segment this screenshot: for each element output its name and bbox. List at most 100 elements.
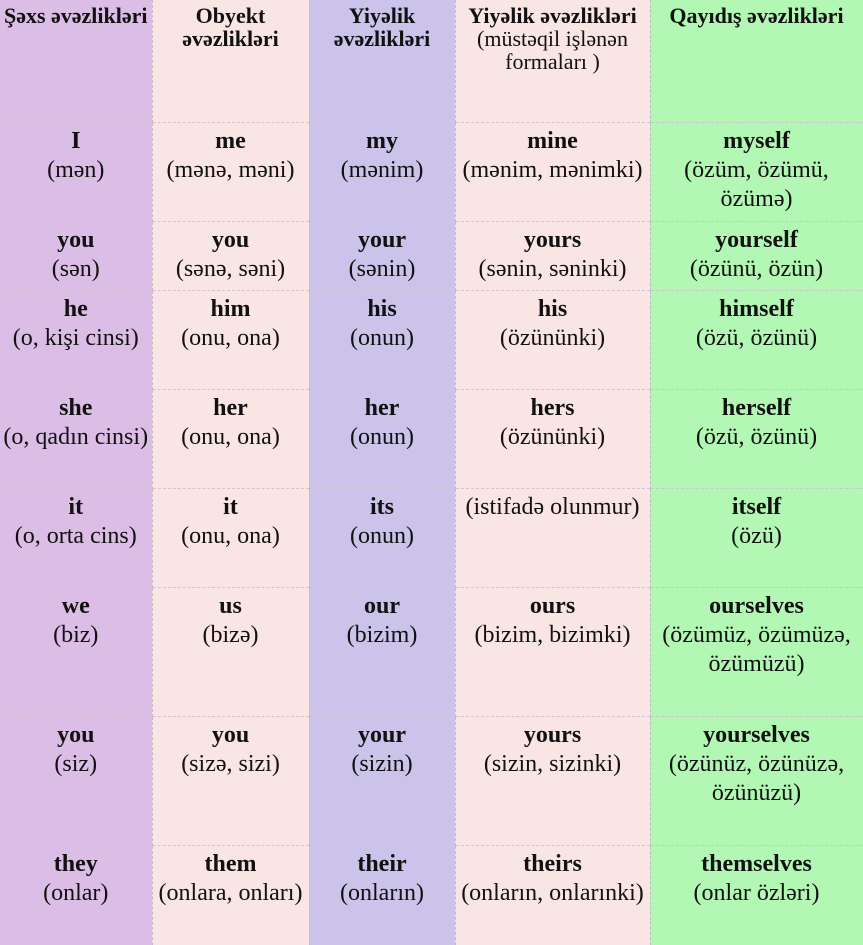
pronoun-word: it [68, 493, 84, 520]
table-row: we (biz) us (bizə) our (bizim) ours (bizim, … [0, 586, 863, 716]
table-cell: her (onu, ona) [152, 388, 310, 488]
header-object: Obyekt əvəzlikləri [152, 0, 310, 122]
table-row: they (onlar) them (onlara, onları) their (o… [0, 844, 863, 945]
table-cell: them (onlara, onları) [152, 844, 310, 945]
pronoun-word: her [213, 394, 248, 421]
pronoun-word: themselves [701, 850, 812, 877]
pronoun-translation: (onu, ona) [181, 324, 280, 351]
table-cell: mine (mənim, mənimki) [455, 121, 651, 221]
pronoun-word: ourselves [709, 592, 804, 619]
table-cell: our (bizim) [309, 586, 456, 716]
pronoun-word: their [357, 850, 407, 877]
table-row: it (o, orta cins) it (onu, ona) its (onun) … [0, 487, 863, 587]
pronoun-translation: (istifadə olunmur) [465, 493, 640, 520]
pronoun-word: ours [529, 592, 576, 619]
table-cell: me (mənə, məni) [152, 121, 310, 221]
pronoun-translation: (onu, ona) [181, 423, 280, 450]
table-cell: theirs (onların, onlarınki) [455, 844, 651, 945]
pronoun-word: me [215, 127, 246, 154]
table-cell: her (onun) [309, 388, 456, 488]
pronoun-translation: (özü, özünü) [695, 423, 818, 450]
table-cell: you (sənə, səni) [152, 220, 310, 290]
table-cell: it (onu, ona) [152, 487, 310, 587]
pronoun-word: it [223, 493, 238, 520]
table-cell: you (sizə, sizi) [152, 715, 310, 845]
pronoun-word: they [53, 850, 98, 877]
pronoun-translation: (özü, özünü) [695, 324, 818, 351]
table-row: I (mən) me (mənə, məni) my (mənim) mine (mən… [0, 121, 863, 221]
table-cell: its (onun) [309, 487, 456, 587]
table-cell: she (o, qadın cinsi) [0, 388, 153, 488]
pronoun-word: you [211, 226, 250, 253]
pronoun-translation: (mənim) [340, 156, 424, 183]
header-possessive-independent: Yiyəlik əvəzlikləri (müstəqil işlənən for… [455, 0, 651, 122]
header-title: Obyekt əvəzlikləri [182, 3, 279, 51]
table-cell: your (sizin) [309, 715, 456, 845]
table-cell: his (özününki) [455, 289, 651, 389]
pronoun-translation: (sən) [51, 255, 100, 282]
pronoun-word: you [57, 721, 95, 748]
table-cell: yourself (özünü, özün) [650, 220, 863, 290]
pronoun-translation: (bizim, bizimki) [474, 621, 631, 648]
pronoun-translation: (özününki) [499, 423, 606, 450]
pronoun-translation: (sənə, səni) [175, 255, 286, 282]
pronoun-word: she [59, 394, 93, 421]
pronoun-translation: (özününki) [499, 324, 606, 351]
table-cell: herself (özü, özünü) [650, 388, 863, 488]
header-personal: Şəxs əvəzlikləri [0, 0, 153, 122]
table-row: she (o, qadın cinsi) her (onu, ona) her (on… [0, 388, 863, 488]
pronoun-word: yours [523, 226, 582, 253]
pronoun-word: his [367, 295, 397, 322]
header-title: Qayıdış əvəzlikləri [669, 3, 844, 28]
pronoun-word: your [358, 226, 406, 253]
header-possessive: Yiyəlik əvəzlikləri [309, 0, 456, 122]
table-cell: ours (bizim, bizimki) [455, 586, 651, 716]
pronoun-word: herself [721, 394, 792, 421]
pronoun-translation: (özünüz, özünüzə, özünüzü) [668, 750, 845, 806]
pronoun-word: our [364, 592, 400, 619]
table-row: you (siz) you (sizə, sizi) your (sizin) you… [0, 715, 863, 845]
table-cell: hers (özününki) [455, 388, 651, 488]
table-cell: him (onu, ona) [152, 289, 310, 389]
table-cell: themselves (onlar özləri) [650, 844, 863, 945]
pronoun-word: us [219, 592, 242, 619]
pronoun-translation: (bizə) [202, 621, 259, 648]
header-title: Şəxs əvəzlikləri [3, 3, 148, 28]
table-cell: yours (sizin, sizinki) [455, 715, 651, 845]
header-subtitle: (müstəqil işlənən formaları ) [477, 26, 628, 74]
pronoun-translation: (mənə, məni) [166, 156, 295, 183]
pronoun-word: its [370, 493, 394, 520]
table-cell: they (onlar) [0, 844, 153, 945]
pronoun-translation: (sənin) [348, 255, 416, 282]
pronoun-translation: (özü) [731, 522, 782, 549]
pronoun-word: he [63, 295, 88, 322]
pronoun-translation: (onun) [350, 324, 414, 351]
pronoun-word: his [537, 295, 568, 322]
pronoun-word: hers [530, 394, 575, 421]
pronoun-translation: (sizə, sizi) [181, 750, 280, 777]
table-cell: I (mən) [0, 121, 153, 221]
pronoun-translation: (onun) [350, 522, 414, 549]
pronoun-word: him [210, 295, 251, 322]
pronoun-translation: (biz) [53, 621, 99, 648]
header-title: Yiyəlik əvəzlikləri [333, 3, 431, 51]
pronoun-translation: (onlar özləri) [693, 879, 820, 906]
pronoun-word: itself [731, 493, 782, 520]
pronoun-translation: (özümüz, özümüzə, özümüzü) [662, 621, 851, 677]
table-cell: it (o, orta cins) [0, 487, 153, 587]
header-row: Şəxs əvəzlikləri Obyekt əvəzlikləri Yiyə… [0, 0, 863, 122]
table-cell: we (biz) [0, 586, 153, 716]
pronoun-translation: (o, qadın cinsi) [3, 423, 149, 450]
pronoun-translation: (onlara, onları) [158, 879, 303, 906]
pronoun-translation: (o, kişi cinsi) [12, 324, 139, 351]
pronoun-translation: (sizin) [351, 750, 413, 777]
pronoun-translation: (onlar) [43, 879, 109, 906]
table-row: you (sən) you (sənə, səni) your (sənin) you… [0, 220, 863, 290]
pronoun-word: mine [527, 127, 578, 154]
pronoun-word: your [358, 721, 406, 748]
pronoun-translation: (mən) [47, 156, 105, 183]
table-cell: ourselves (özümüz, özümüzə, özümüzü) [650, 586, 863, 716]
table-cell: himself (özü, özünü) [650, 289, 863, 389]
table-header: Şəxs əvəzlikləri Obyekt əvəzlikləri Yiyə… [0, 0, 863, 122]
pronoun-word: myself [723, 127, 790, 154]
